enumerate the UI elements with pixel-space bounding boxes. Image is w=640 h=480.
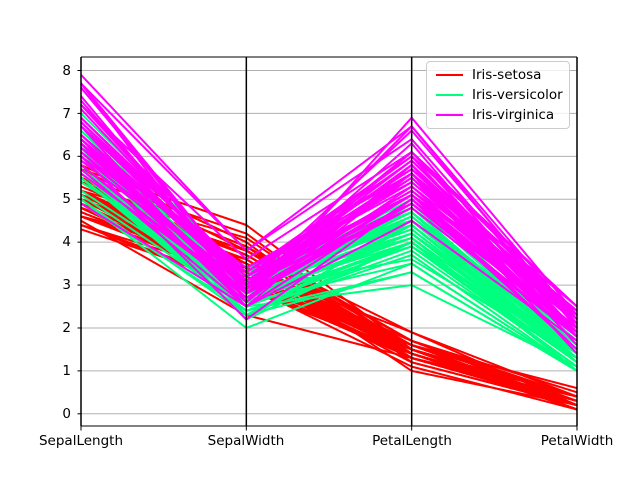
legend-swatch-virginica xyxy=(436,114,463,116)
data-line xyxy=(80,82,578,329)
y-tick-label-3: 3 xyxy=(62,277,71,293)
legend-label-virginica: Iris-virginica xyxy=(472,107,555,123)
legend-swatch-versicolor xyxy=(436,94,463,96)
data-line xyxy=(80,159,578,338)
y-tick-label-7: 7 xyxy=(62,106,71,122)
data-line xyxy=(80,194,578,368)
data-line xyxy=(80,164,578,334)
y-tick-label-0: 0 xyxy=(62,406,71,422)
data-line xyxy=(80,125,578,308)
tick-marks xyxy=(77,70,578,431)
legend-swatch-setosa xyxy=(436,74,463,76)
x-axis-label-sepal-length: SepalLength xyxy=(38,433,124,449)
legend-label-versicolor: Iris-versicolor xyxy=(472,87,563,103)
y-tick-label-4: 4 xyxy=(62,234,71,250)
plot-spines xyxy=(80,56,578,427)
data-line xyxy=(80,146,578,316)
legend-label-setosa: Iris-setosa xyxy=(472,67,542,83)
y-tick-label-8: 8 xyxy=(62,63,71,79)
data-line xyxy=(80,155,578,351)
x-axis-label-sepal-width: SepalWidth xyxy=(207,433,285,449)
data-line xyxy=(80,177,578,359)
legend-item-iris-versicolor: Iris-versicolor xyxy=(427,87,569,103)
data-line xyxy=(80,82,578,321)
x-axis-label-petal-width: PetalWidth xyxy=(540,433,614,449)
data-line xyxy=(80,125,578,312)
x-axis-label-petal-length: PetalLength xyxy=(372,433,452,449)
series-iris-virginica xyxy=(80,74,578,355)
data-line xyxy=(80,104,578,308)
y-tick-label-2: 2 xyxy=(62,320,71,336)
data-line xyxy=(80,138,578,321)
data-line xyxy=(80,198,578,372)
y-tick-label-1: 1 xyxy=(62,363,71,379)
legend-item-iris-virginica: Iris-virginica xyxy=(427,107,569,123)
data-line xyxy=(80,177,578,372)
legend-item-iris-setosa: Iris-setosa xyxy=(427,67,569,83)
y-tick-label-5: 5 xyxy=(62,191,71,207)
data-line xyxy=(80,134,578,329)
y-tick-label-6: 6 xyxy=(62,148,71,164)
legend: Iris-setosa Iris-versicolor Iris-virgini… xyxy=(426,61,570,129)
data-line xyxy=(80,202,578,342)
